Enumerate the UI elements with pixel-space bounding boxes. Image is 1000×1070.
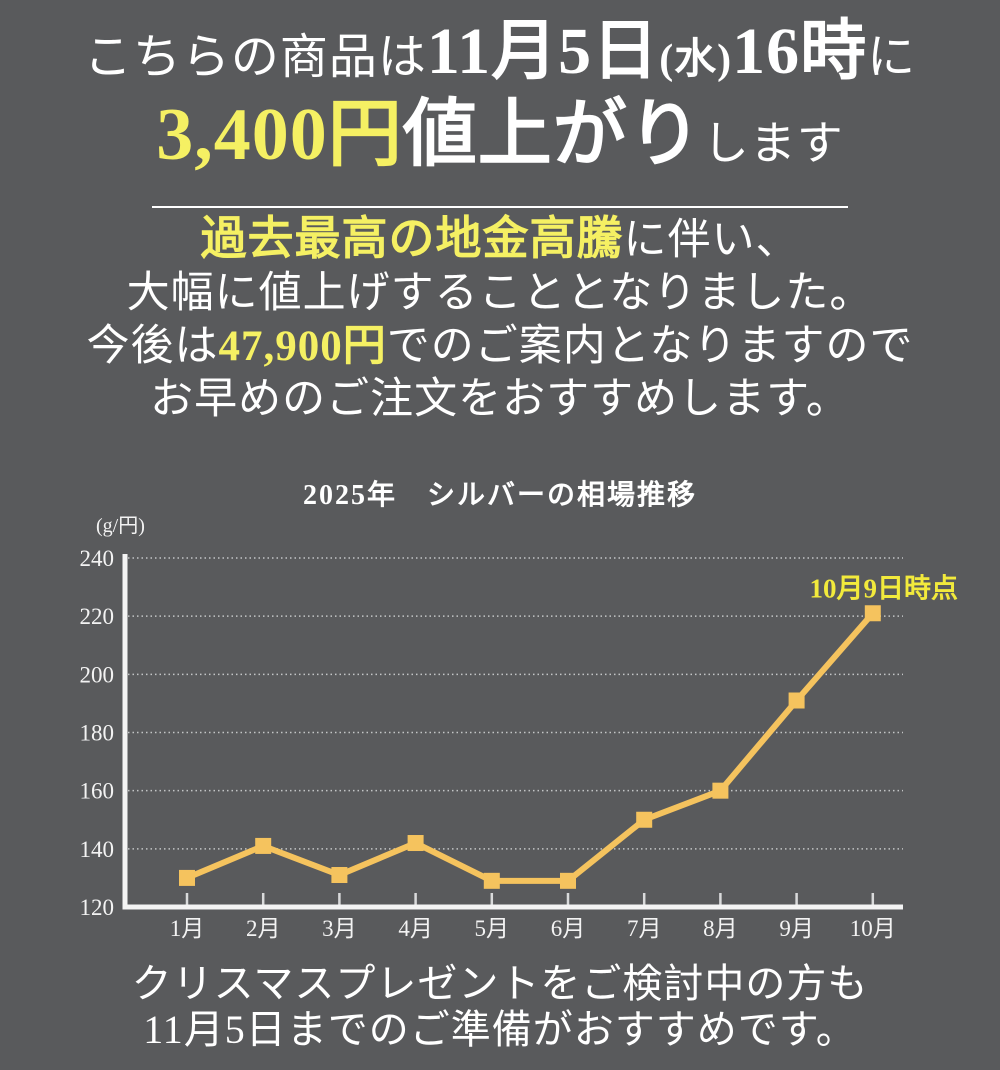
notice-line4: お早めのご注文をおすすめします。 (150, 375, 850, 423)
chart-title: 2025年 シルバーの相場推移 (302, 480, 697, 511)
headline-line1: こちらの商品は11月5日(水)16時に (0, 12, 1000, 91)
x-tick-label: 3月 (322, 916, 357, 941)
notice-line3-prefix: 今後は (86, 322, 219, 370)
x-tick-label: 6月 (551, 916, 586, 941)
data-point-marker (483, 872, 500, 889)
data-point-marker (560, 872, 576, 889)
x-tick-label: 4月 (398, 916, 433, 941)
divider-line (152, 206, 848, 208)
headline-date: 11月5日 (426, 15, 660, 88)
footer-note: クリスマスプレゼントをご検討中の方も 11月5日までのご準備がおすすめです。 (0, 961, 1000, 1054)
silver-price-chart: 120 140 160 180 200 220 240 1月 2月 3月 4月 5月 6月 7月 8月 9月 1… (80, 546, 959, 941)
y-tick-label: 160 (80, 779, 115, 804)
x-tick-label: 2月 (246, 916, 281, 941)
chart-annotation: 10月9日時点 (810, 573, 959, 603)
x-tick-label: 8月 (703, 916, 738, 941)
notice-line3: 今後は47,900円でのご案内となりますので (0, 321, 1000, 374)
y-tick-label: 140 (80, 837, 115, 862)
data-point-marker (179, 869, 195, 886)
new-price: 47,900円 (218, 322, 387, 370)
notice-line1: 過去最高の地金高騰に伴い、 (0, 211, 1000, 268)
data-point-marker (788, 692, 805, 709)
data-point-marker (331, 867, 348, 884)
y-tick-label: 220 (80, 604, 115, 629)
x-tick-label: 7月 (627, 916, 662, 941)
chart-unit-label: (g/円) (96, 515, 145, 537)
y-tick-label: 180 (80, 721, 115, 746)
x-tick-label: 9月 (779, 916, 814, 941)
data-point-marker (255, 837, 272, 854)
y-tick-label: 120 (80, 895, 115, 920)
footer-line2: 11月5日までのご準備がおすすめです。 (143, 1007, 857, 1053)
y-tick-label: 240 (80, 546, 115, 571)
price-increase-amount: 3,400円 (156, 94, 403, 177)
data-point-marker (864, 605, 881, 622)
x-tick-label: 1月 (170, 916, 205, 941)
notice-line3-suffix: でのご案内となりますので (386, 322, 914, 370)
headline-time: 16時 (732, 15, 868, 88)
x-tick-label: 10月 (850, 916, 896, 941)
data-point-marker (407, 835, 424, 852)
notice-paragraph: 過去最高の地金高騰に伴い、 大幅に値上げすることとなりました。 今後は47,90… (0, 211, 1000, 427)
data-point-marker (712, 782, 729, 799)
headline: こちらの商品は11月5日(水)16時に 3,400円値上がりします (0, 12, 1000, 180)
notice-line2: 大幅に値上げすることとなりました。 (126, 269, 874, 317)
x-tick-label: 5月 (475, 916, 510, 941)
notice-line1-rest: に伴い、 (623, 217, 800, 264)
headline-line2: 3,400円値上がりします (0, 91, 1000, 180)
price-increase-label: 値上がり (402, 94, 703, 177)
headline-weekday: (水) (659, 37, 733, 83)
y-tick-label: 200 (80, 662, 115, 687)
headline-prefix: こちらの商品は (83, 31, 427, 84)
data-point-marker (636, 811, 653, 828)
headline-verb: します (702, 118, 844, 170)
notice-highlight: 過去最高の地金高騰 (200, 213, 624, 264)
price-line (185, 611, 876, 884)
headline-particle: に (867, 31, 917, 84)
footer-line1: クリスマスプレゼントをご検討中の方も (131, 961, 869, 1006)
